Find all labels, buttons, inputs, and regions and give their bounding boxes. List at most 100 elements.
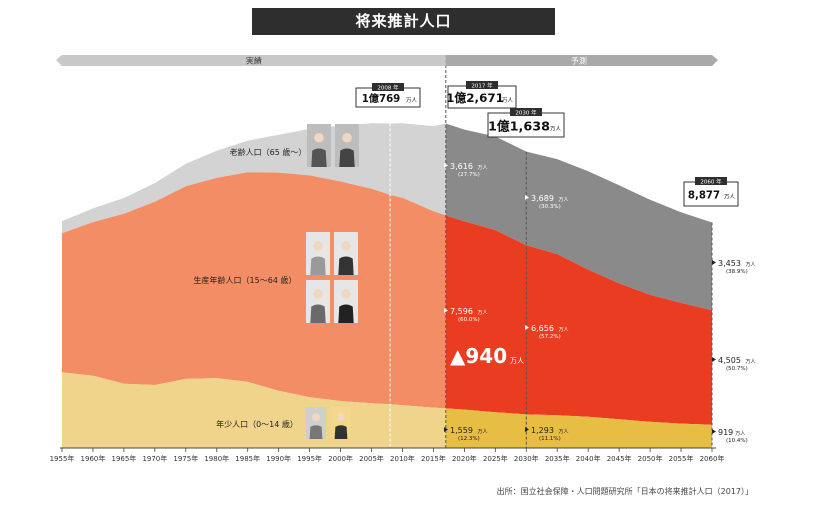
schoolgirl-icon-body: [310, 304, 326, 323]
data-label-pct: (60.0%): [458, 317, 480, 323]
data-label-value: 7,596: [450, 307, 473, 316]
source-note: 出所：国立社会保障・人口問題研究所「日本の将来推計人口（2017）」: [496, 487, 753, 496]
callout-year: 2030 年: [515, 109, 537, 117]
working-area-forecast: [445, 215, 712, 425]
x-tick-label: 1955年: [50, 454, 75, 463]
data-label-unit: 万人: [478, 310, 488, 316]
x-tick-label: 1965年: [111, 454, 136, 463]
data-label-marker: [712, 429, 716, 434]
data-label-value: 3,453: [718, 259, 741, 268]
x-tick-label: 2050年: [638, 454, 663, 463]
data-label-pct: (12.3%): [458, 436, 480, 442]
data-label-marker: [525, 427, 529, 432]
data-label-value: 919: [718, 428, 733, 437]
data-label-unit: 万人: [559, 327, 569, 333]
data-label-unit: 万人: [559, 429, 569, 435]
data-label-value: 1,293: [531, 426, 554, 435]
data-label-pct: (50.7%): [726, 366, 748, 372]
period-bar-forecast: [445, 55, 718, 66]
businessman-icon-body: [338, 256, 354, 275]
data-label-value: 1,559: [450, 426, 473, 435]
data-label-marker: [712, 260, 716, 265]
band-label: 年少人口（0〜14 歳）: [216, 419, 298, 429]
callout-value: 1億2,671: [446, 91, 504, 105]
data-label-pct: (27.7%): [458, 172, 480, 178]
elderly-man-icon-body: [339, 148, 355, 167]
callout-year-badge: [372, 83, 404, 91]
data-label-marker: [444, 308, 448, 313]
working-area-actual: [62, 172, 446, 409]
x-tick-label: 2055年: [669, 454, 694, 463]
data-label-unit: 万人: [478, 165, 488, 171]
businesswoman-icon-head: [313, 240, 323, 251]
data-label-pct: (57.2%): [539, 334, 561, 340]
young-area-forecast: [445, 408, 712, 448]
callout-year: 2017 年: [471, 82, 493, 90]
child-boy-icon-body: [334, 425, 348, 439]
data-label-marker: [712, 357, 716, 362]
chart-title: 将来推計人口: [252, 8, 555, 35]
callout-year: 2060 年: [700, 178, 722, 186]
child-girl-icon-head: [312, 413, 320, 422]
x-tick-label: 2005年: [359, 454, 384, 463]
x-tick-label: 2015年: [421, 454, 446, 463]
data-label-marker: [525, 195, 529, 200]
callout-value: 1億1,638: [488, 118, 550, 134]
period-label-actual: 実績: [246, 56, 262, 66]
elderly-area-forecast: [445, 123, 712, 311]
data-label-pct: (30.3%): [539, 204, 561, 210]
decline-annotation: ▲940: [450, 344, 507, 368]
elderly-man-icon-head: [342, 132, 352, 143]
data-label-marker: [444, 427, 448, 432]
data-label-value: 3,689: [531, 194, 554, 203]
decline-annotation-unit: 万人: [510, 357, 524, 365]
x-tick-label: 1995年: [297, 454, 322, 463]
businessman-icon-head: [341, 240, 351, 251]
businesswoman-icon-body: [310, 256, 326, 275]
x-tick-label: 2020年: [452, 454, 477, 463]
data-label-marker: [444, 163, 448, 168]
data-label-pct: (11.1%): [539, 436, 561, 442]
data-label-value: 4,505: [718, 356, 741, 365]
data-label-pct: (38.9%): [726, 269, 748, 275]
band-label: 生産年齢人口（15〜64 歳）: [194, 275, 297, 285]
data-label-unit: 万人: [478, 429, 488, 435]
data-label-unit: 万人: [735, 431, 745, 437]
child-girl-icon-body: [309, 425, 323, 439]
schoolgirl-icon-head: [313, 288, 323, 299]
data-label-value: 3,616: [450, 162, 473, 171]
data-label-pct: (10.4%): [726, 438, 748, 444]
period-bar-actual: [56, 55, 446, 66]
x-tick-label: 2060年: [700, 454, 725, 463]
x-tick-label: 2040年: [576, 454, 601, 463]
x-tick-label: 1985年: [235, 454, 260, 463]
elderly-woman-icon-head: [314, 132, 324, 143]
x-tick-label: 2045年: [607, 454, 632, 463]
callout-unit: 万人: [502, 97, 514, 104]
callout-year-badge: [466, 81, 498, 89]
schoolboy-icon-body: [338, 304, 354, 323]
period-label-forecast: 予測: [571, 56, 587, 66]
data-label-unit: 万人: [746, 359, 756, 365]
callout-value: 1億769: [362, 92, 401, 105]
data-label-value: 6,656: [531, 324, 554, 333]
callout-year: 2008 年: [377, 84, 399, 92]
callout-unit: 万人: [406, 97, 418, 104]
data-label-unit: 万人: [746, 262, 756, 268]
x-tick-label: 1960年: [81, 454, 106, 463]
x-tick-label: 2030年: [514, 454, 539, 463]
schoolboy-icon-head: [341, 288, 351, 299]
data-label-marker: [525, 325, 529, 330]
x-tick-label: 1970年: [142, 454, 167, 463]
x-tick-label: 1980年: [204, 454, 229, 463]
x-tick-label: 2010年: [390, 454, 415, 463]
x-tick-label: 2000年: [328, 454, 353, 463]
callout-year-badge: [510, 108, 542, 116]
band-label: 老齢人口（65 歳〜）: [230, 147, 307, 157]
child-boy-icon-head: [337, 413, 345, 422]
callout-value: 8,877: [688, 190, 720, 201]
x-tick-label: 2035年: [545, 454, 570, 463]
callout-box: [487, 112, 565, 138]
data-label-unit: 万人: [559, 197, 569, 203]
